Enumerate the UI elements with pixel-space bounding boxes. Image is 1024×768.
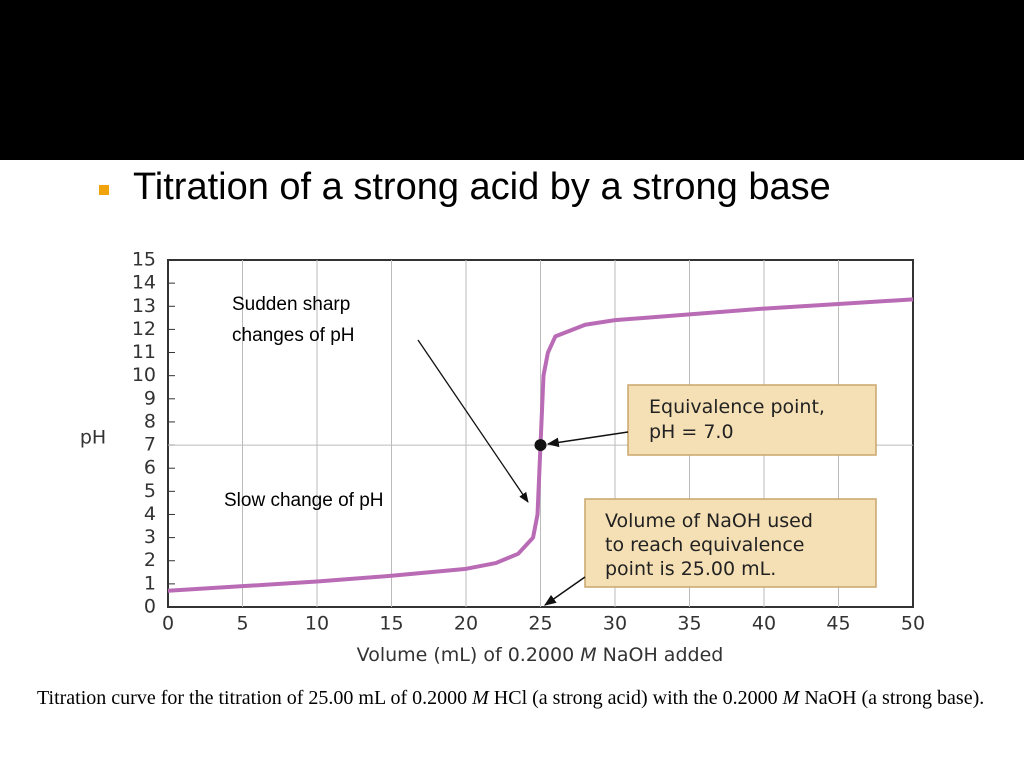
x-tick-label: 35 (677, 613, 701, 635)
y-tick-label: 14 (132, 272, 156, 294)
callout-line: pH = 7.0 (649, 421, 734, 443)
annotation: Sudden sharp changes of pH (232, 294, 355, 346)
x-tick-label: 20 (454, 613, 478, 635)
caption: Titration curve for the titration of 25.… (37, 684, 1002, 712)
y-tick-label: 8 (144, 410, 156, 432)
y-tick-label: 13 (132, 295, 156, 317)
x-tick-label: 5 (236, 613, 248, 635)
caption-part: Titration curve for the titration of 25.… (37, 687, 473, 709)
y-tick-label: 15 (132, 249, 156, 271)
caption-part: M (472, 687, 489, 709)
callout-box (627, 384, 877, 456)
y-tick-label: 6 (144, 457, 156, 479)
y-tick-label: 3 (144, 526, 156, 548)
callout-line: point is 25.00 mL. (605, 558, 776, 580)
y-tick-label: 11 (132, 341, 156, 363)
callout-arrow (544, 576, 586, 606)
y-axis-label: pH (80, 427, 106, 449)
y-tick-label: 12 (132, 318, 156, 340)
equivalence-point (534, 439, 547, 452)
x-tick-label: 45 (826, 613, 850, 635)
y-tick-label: 4 (144, 503, 156, 525)
y-tick-label: 5 (144, 480, 156, 502)
x-axis-label: Volume (mL) of 0.2000 M NaOH added (357, 644, 724, 666)
callout: Volume of NaOH used to reach equivalence p… (605, 510, 813, 580)
x-tick-label: 0 (162, 613, 174, 635)
y-tick-label: 2 (144, 549, 156, 571)
x-tick-label: 40 (752, 613, 776, 635)
x-label-part: NaOH added (597, 644, 724, 666)
caption-part: M (782, 687, 800, 709)
x-tick-label: 25 (528, 613, 552, 635)
annotation-line: Sudden sharp (232, 294, 350, 315)
x-label-part: M (580, 644, 596, 666)
y-tick-label: 0 (144, 596, 156, 618)
caption-part: HCl (a strong acid) with the 0.2000 (488, 687, 783, 709)
callout-line: to reach equivalence (605, 534, 804, 556)
banner (0, 0, 1024, 160)
y-tick-label: 1 (144, 572, 156, 594)
callout: Equivalence point, pH = 7.0 (649, 396, 825, 443)
annotation-line: changes of pH (232, 325, 355, 346)
annotation-arrow (417, 339, 529, 503)
x-tick-label: 30 (603, 613, 627, 635)
slide-title: Titration of a strong acid by a strong b… (133, 166, 831, 208)
y-tick-label: 7 (144, 434, 156, 456)
y-tick-label: 9 (144, 387, 156, 409)
callout-box (584, 498, 877, 588)
x-tick-label: 10 (305, 613, 329, 635)
annotation: Slow change of pH (224, 490, 384, 511)
callout-line: Equivalence point, (649, 396, 825, 418)
x-tick-label: 15 (379, 613, 403, 635)
x-tick-label: 50 (901, 613, 925, 635)
bullet (99, 185, 109, 195)
callout-line: Volume of NaOH used (605, 510, 813, 532)
caption-part: NaOH (a strong base). (799, 687, 985, 709)
callout-arrow (546, 431, 629, 448)
x-label-part: Volume (mL) of 0.2000 (357, 644, 581, 666)
y-tick-label: 10 (132, 364, 156, 386)
